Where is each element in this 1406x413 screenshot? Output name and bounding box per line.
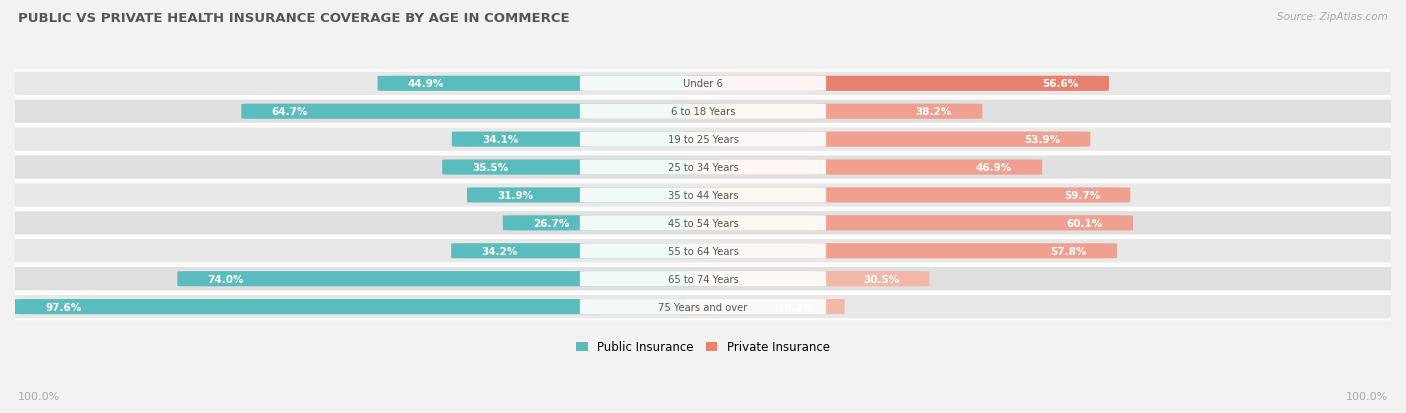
FancyBboxPatch shape — [1, 239, 1405, 264]
Text: 26.7%: 26.7% — [533, 218, 569, 228]
FancyBboxPatch shape — [15, 299, 720, 314]
Text: 45 to 54 Years: 45 to 54 Years — [668, 218, 738, 228]
Text: 60.1%: 60.1% — [1067, 218, 1102, 228]
FancyBboxPatch shape — [686, 216, 1133, 231]
FancyBboxPatch shape — [579, 216, 827, 231]
FancyBboxPatch shape — [579, 271, 827, 287]
Text: 97.6%: 97.6% — [45, 302, 82, 312]
FancyBboxPatch shape — [1, 155, 1405, 180]
Text: 100.0%: 100.0% — [18, 391, 60, 401]
Text: 65 to 74 Years: 65 to 74 Years — [668, 274, 738, 284]
FancyBboxPatch shape — [686, 132, 1090, 147]
Text: 53.9%: 53.9% — [1024, 135, 1060, 145]
FancyBboxPatch shape — [579, 76, 827, 92]
FancyBboxPatch shape — [579, 188, 827, 203]
FancyBboxPatch shape — [1, 294, 1405, 320]
FancyBboxPatch shape — [242, 104, 720, 119]
FancyBboxPatch shape — [1, 71, 1405, 97]
Text: 100.0%: 100.0% — [1346, 391, 1388, 401]
Text: 56.6%: 56.6% — [1042, 79, 1078, 89]
FancyBboxPatch shape — [686, 160, 1042, 175]
FancyBboxPatch shape — [686, 271, 929, 287]
FancyBboxPatch shape — [579, 299, 827, 314]
FancyBboxPatch shape — [686, 104, 983, 119]
Text: 6 to 18 Years: 6 to 18 Years — [671, 107, 735, 117]
FancyBboxPatch shape — [686, 188, 1130, 203]
FancyBboxPatch shape — [686, 76, 1109, 92]
FancyBboxPatch shape — [686, 299, 845, 314]
FancyBboxPatch shape — [451, 132, 720, 147]
FancyBboxPatch shape — [1, 127, 1405, 152]
Text: 38.2%: 38.2% — [915, 107, 952, 117]
Text: Under 6: Under 6 — [683, 79, 723, 89]
Text: 18.2%: 18.2% — [778, 302, 814, 312]
Text: 46.9%: 46.9% — [976, 163, 1012, 173]
Text: 34.1%: 34.1% — [482, 135, 519, 145]
FancyBboxPatch shape — [503, 216, 720, 231]
FancyBboxPatch shape — [443, 160, 720, 175]
Text: Source: ZipAtlas.com: Source: ZipAtlas.com — [1277, 12, 1388, 22]
Text: 35 to 44 Years: 35 to 44 Years — [668, 190, 738, 200]
FancyBboxPatch shape — [1, 99, 1405, 125]
Text: 44.9%: 44.9% — [408, 79, 444, 89]
Text: 35.5%: 35.5% — [472, 163, 509, 173]
FancyBboxPatch shape — [579, 104, 827, 119]
FancyBboxPatch shape — [451, 244, 720, 259]
FancyBboxPatch shape — [177, 271, 720, 287]
Text: 75 Years and over: 75 Years and over — [658, 302, 748, 312]
FancyBboxPatch shape — [1, 266, 1405, 292]
Text: 34.2%: 34.2% — [481, 246, 517, 256]
FancyBboxPatch shape — [467, 188, 720, 203]
Text: 55 to 64 Years: 55 to 64 Years — [668, 246, 738, 256]
Text: 74.0%: 74.0% — [208, 274, 245, 284]
Text: 59.7%: 59.7% — [1064, 190, 1099, 200]
Text: 25 to 34 Years: 25 to 34 Years — [668, 163, 738, 173]
FancyBboxPatch shape — [579, 244, 827, 259]
FancyBboxPatch shape — [579, 160, 827, 175]
FancyBboxPatch shape — [579, 132, 827, 147]
FancyBboxPatch shape — [1, 183, 1405, 208]
Text: 64.7%: 64.7% — [271, 107, 308, 117]
Text: 57.8%: 57.8% — [1050, 246, 1087, 256]
Legend: Public Insurance, Private Insurance: Public Insurance, Private Insurance — [571, 336, 835, 358]
Text: 31.9%: 31.9% — [498, 190, 533, 200]
Text: PUBLIC VS PRIVATE HEALTH INSURANCE COVERAGE BY AGE IN COMMERCE: PUBLIC VS PRIVATE HEALTH INSURANCE COVER… — [18, 12, 569, 25]
FancyBboxPatch shape — [1, 211, 1405, 236]
FancyBboxPatch shape — [686, 244, 1118, 259]
FancyBboxPatch shape — [378, 76, 720, 92]
Text: 30.5%: 30.5% — [863, 274, 898, 284]
Text: 19 to 25 Years: 19 to 25 Years — [668, 135, 738, 145]
